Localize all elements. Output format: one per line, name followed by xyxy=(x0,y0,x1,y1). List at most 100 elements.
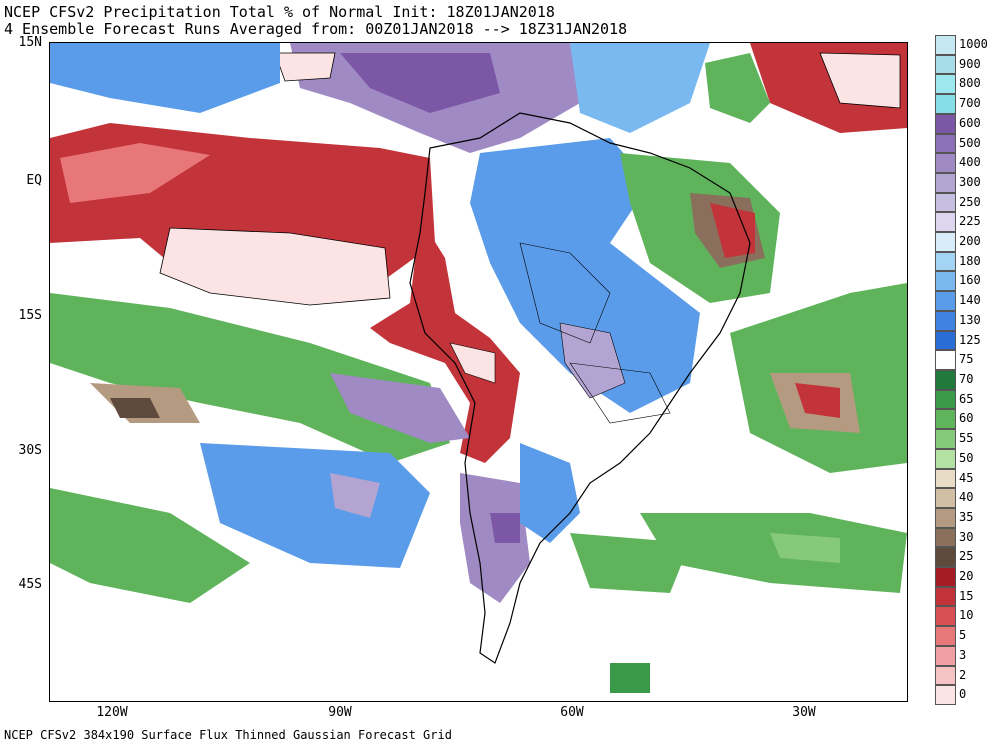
legend-row: 140 xyxy=(935,291,997,311)
legend-swatch xyxy=(935,527,956,548)
legend-label: 35 xyxy=(959,509,974,524)
legend-row: 45 xyxy=(935,468,997,489)
legend-swatch xyxy=(935,232,956,252)
wet-se-pacific-band xyxy=(50,293,450,463)
legend-swatch xyxy=(935,94,956,114)
legend-swatch xyxy=(935,330,956,351)
legend-row: 3 xyxy=(935,645,997,666)
legend-label: 125 xyxy=(959,332,981,347)
legend-swatch xyxy=(935,606,956,627)
legend-label: 400 xyxy=(959,155,981,170)
legend-row: 250 xyxy=(935,192,997,213)
legend-label: 3 xyxy=(959,647,967,662)
legend-row: 20 xyxy=(935,567,997,587)
legend-row: 30 xyxy=(935,527,997,548)
legend-row: 1000 xyxy=(935,35,997,55)
legend-label: 130 xyxy=(959,312,981,327)
legend-label: 5 xyxy=(959,628,967,643)
legend-row: 60 xyxy=(935,409,997,430)
legend-row: 50 xyxy=(935,448,997,469)
south-america-outline xyxy=(409,112,751,664)
lat-label-15n: 15N xyxy=(18,35,42,50)
legend-row: 125 xyxy=(935,330,997,351)
legend-swatch xyxy=(935,429,956,449)
legend-row: 2 xyxy=(935,665,997,686)
color-legend: 1000 900 800 700 600 500 400 300 250 225 200 180 160… xyxy=(935,35,997,705)
legend-swatch xyxy=(935,586,956,607)
legend-swatch xyxy=(935,54,956,75)
legend-swatch xyxy=(935,370,956,390)
legend-label: 30 xyxy=(959,529,974,544)
legend-row: 75 xyxy=(935,350,997,370)
wet-amazon xyxy=(470,138,700,413)
legend-swatch xyxy=(935,153,956,173)
legend-row: 300 xyxy=(935,172,997,193)
legend-label: 50 xyxy=(959,450,974,465)
legend-label: 160 xyxy=(959,273,981,288)
lon-label-30w: 30W xyxy=(792,705,816,720)
legend-swatch xyxy=(935,507,956,528)
legend-label: 300 xyxy=(959,174,981,189)
legend-label: 0 xyxy=(959,687,967,702)
legend-swatch xyxy=(935,310,956,331)
legend-label: 15 xyxy=(959,588,974,603)
lat-label-45s: 45S xyxy=(18,577,42,592)
dry-core-pacific xyxy=(159,227,391,306)
legend-label: 75 xyxy=(959,352,974,367)
legend-swatch xyxy=(935,626,956,646)
legend-label: 45 xyxy=(959,470,974,485)
legend-label: 70 xyxy=(959,372,974,386)
legend-label: 250 xyxy=(959,194,981,209)
legend-swatch xyxy=(935,350,956,370)
legend-label: 65 xyxy=(959,391,974,406)
legend-row: 700 xyxy=(935,94,997,114)
legend-swatch xyxy=(935,389,956,410)
legend-swatch xyxy=(935,192,956,213)
legend-row: 800 xyxy=(935,74,997,95)
title-line-1: NCEP CFSv2 Precipitation Total % of Norm… xyxy=(4,3,555,21)
legend-label: 10 xyxy=(959,608,974,623)
lat-label-15s: 15S xyxy=(18,308,42,323)
legend-label: 20 xyxy=(959,569,974,584)
legend-swatch xyxy=(935,172,956,193)
legend-swatch xyxy=(935,271,956,292)
legend-swatch xyxy=(935,468,956,489)
legend-row: 500 xyxy=(935,133,997,154)
legend-label: 800 xyxy=(959,76,981,91)
legend-swatch xyxy=(935,113,956,134)
legend-swatch xyxy=(935,409,956,430)
dry-andes xyxy=(370,218,520,463)
title-line-2: 4 Ensemble Forecast Runs Averaged from: … xyxy=(4,20,628,38)
legend-row: 65 xyxy=(935,389,997,410)
legend-row: 400 xyxy=(935,153,997,173)
lon-label-60w: 60W xyxy=(560,705,584,720)
legend-row: 55 xyxy=(935,429,997,449)
legend-row: 180 xyxy=(935,251,997,272)
legend-swatch xyxy=(935,547,956,568)
legend-label: 200 xyxy=(959,234,981,249)
legend-row: 15 xyxy=(935,586,997,607)
lat-label-30s: 30S xyxy=(18,443,42,458)
footer-grid-info: NCEP CFSv2 384x190 Surface Flux Thinned … xyxy=(4,728,452,742)
legend-label: 700 xyxy=(959,96,981,111)
legend-row: 0 xyxy=(935,685,997,705)
legend-row: 5 xyxy=(935,626,997,646)
precipitation-map xyxy=(49,42,908,702)
legend-row: 10 xyxy=(935,606,997,627)
legend-row: 70 xyxy=(935,370,997,390)
legend-swatch xyxy=(935,567,956,587)
legend-row: 25 xyxy=(935,547,997,568)
legend-label: 600 xyxy=(959,115,981,130)
legend-row: 40 xyxy=(935,488,997,508)
legend-swatch xyxy=(935,212,956,233)
legend-label: 25 xyxy=(959,549,974,564)
legend-label: 180 xyxy=(959,253,981,268)
legend-swatch xyxy=(935,685,956,705)
legend-row: 600 xyxy=(935,113,997,134)
legend-swatch xyxy=(935,448,956,469)
legend-label: 40 xyxy=(959,490,974,505)
legend-label: 55 xyxy=(959,431,974,446)
legend-label: 1000 xyxy=(959,37,988,51)
legend-swatch xyxy=(935,488,956,508)
legend-row: 160 xyxy=(935,271,997,292)
